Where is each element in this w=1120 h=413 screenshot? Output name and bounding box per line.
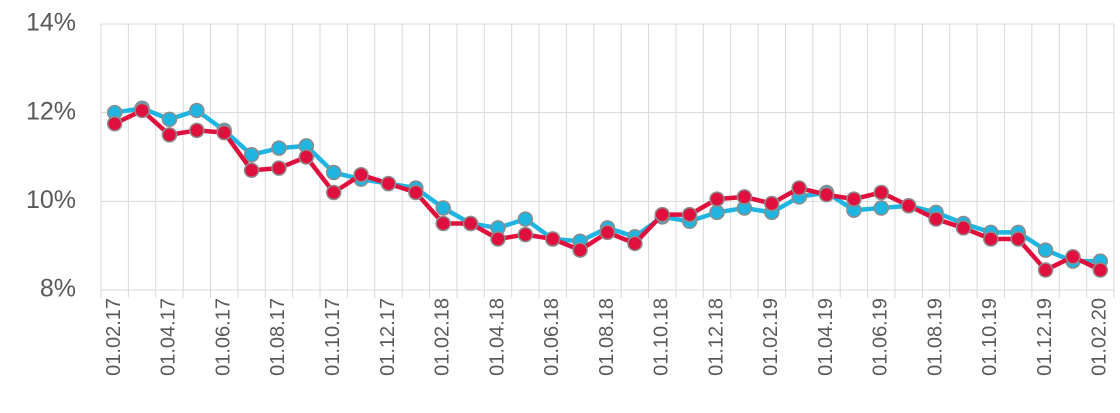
point (243, 147, 260, 163)
point (572, 242, 588, 258)
x-tick-label: 01.10.19 (979, 298, 1001, 376)
point (134, 102, 150, 119)
point (736, 189, 753, 205)
y-tick-label: 14% (26, 9, 76, 37)
point (325, 164, 342, 181)
x-tick-label: 01.08.18 (596, 298, 618, 376)
point (106, 116, 123, 132)
x-tick-label: 01.12.17 (377, 298, 399, 376)
point (818, 186, 835, 203)
point (408, 184, 424, 201)
point (791, 180, 807, 196)
x-tick-label: 01.04.19 (815, 298, 837, 376)
point (161, 111, 178, 128)
point (873, 200, 890, 216)
x-tick-label: 01.02.20 (1089, 298, 1111, 376)
point (983, 231, 999, 247)
x-tick-label: 01.02.17 (103, 298, 125, 376)
point (161, 127, 178, 143)
point (928, 211, 944, 227)
x-tick-label: 01.12.18 (705, 298, 727, 376)
point (1092, 262, 1109, 278)
point (517, 211, 534, 227)
point (1037, 262, 1054, 278)
point (709, 204, 725, 221)
point (271, 160, 287, 176)
point (654, 206, 671, 223)
point (1037, 242, 1054, 258)
point (462, 215, 479, 232)
x-tick-label: 01.10.17 (322, 298, 344, 376)
y-tick-label: 12% (26, 97, 76, 125)
point (380, 175, 397, 192)
point (271, 140, 287, 156)
point (709, 191, 725, 207)
point (627, 235, 643, 252)
point (189, 102, 205, 119)
point (681, 206, 698, 223)
point (846, 191, 862, 207)
point (325, 184, 342, 201)
series (106, 102, 1109, 278)
x-tick-label: 01.12.19 (1034, 298, 1056, 376)
x-tick-label: 01.04.18 (486, 298, 508, 376)
point (517, 226, 534, 243)
point (1065, 249, 1081, 265)
point (189, 122, 205, 139)
point (490, 231, 506, 247)
x-tick-label: 01.10.18 (651, 298, 673, 376)
x-tick-label: 01.06.17 (212, 298, 234, 376)
y-tick-label: 8% (40, 275, 76, 303)
point (599, 224, 616, 241)
x-tick-label: 01.08.17 (267, 298, 289, 376)
point (544, 231, 561, 247)
point (243, 162, 260, 179)
x-tick-label: 01.06.18 (541, 298, 563, 376)
series (106, 100, 1109, 269)
series-line (113, 108, 1102, 273)
point (216, 124, 232, 141)
point (435, 215, 451, 232)
point (955, 220, 972, 236)
point (298, 149, 315, 165)
point (353, 166, 369, 183)
point (900, 198, 917, 214)
x-tick-label: 01.04.17 (158, 298, 180, 376)
x-tick-label: 01.06.19 (870, 298, 892, 376)
point (873, 184, 890, 201)
point (435, 200, 451, 216)
x-tick-label: 01.08.19 (924, 298, 946, 376)
x-tick-label: 01.02.18 (432, 298, 454, 376)
x-tick-label: 01.02.19 (760, 298, 782, 376)
y-tick-label: 10% (26, 186, 76, 214)
point (764, 195, 780, 212)
point (1010, 231, 1026, 247)
